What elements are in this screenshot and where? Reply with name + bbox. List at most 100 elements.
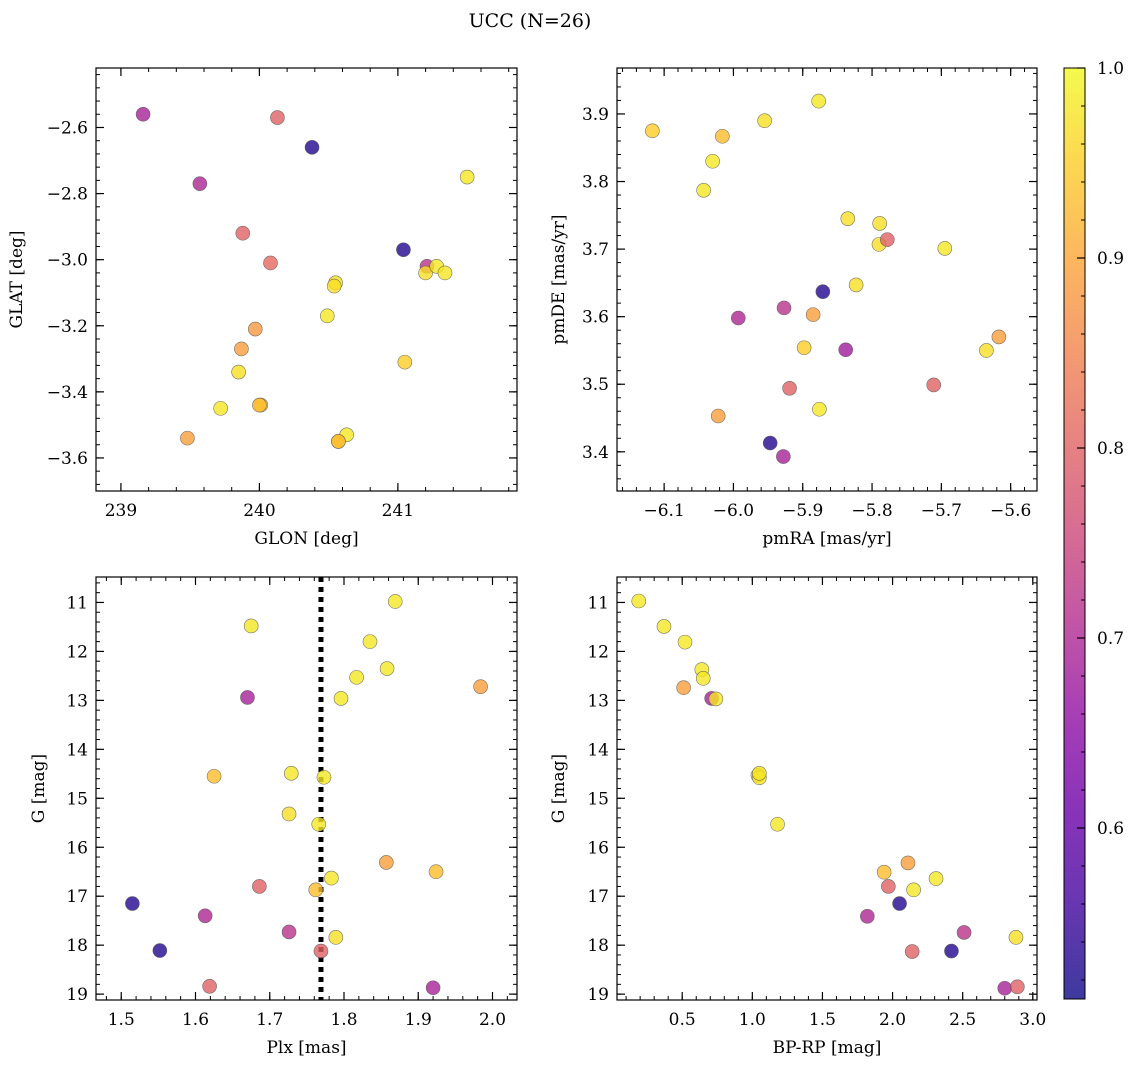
y-axis-label: G [mag]	[29, 754, 49, 823]
x-tick-label: 2.0	[479, 1010, 506, 1030]
data-point	[283, 766, 299, 781]
x-tick-label: 3.0	[1019, 1010, 1046, 1030]
data-point	[904, 944, 920, 959]
data-point	[695, 671, 711, 686]
x-axis-label: pmRA [mas/yr]	[762, 529, 891, 549]
data-point	[231, 364, 246, 380]
data-point	[676, 680, 691, 695]
data-point	[677, 634, 693, 650]
data-point	[397, 354, 413, 370]
data-point	[879, 232, 895, 247]
data-point	[872, 216, 887, 231]
panel-glon-glat: 239 240 241 −3.6 −3.4 −3.2 −3.0 −2.8 −2.6 GLON [d…	[7, 67, 518, 549]
data-point	[645, 123, 660, 139]
x-tick-label: 1.0	[739, 1010, 766, 1030]
x-tick-label: −5.8	[851, 501, 892, 521]
data-point	[776, 449, 791, 464]
data-point	[459, 169, 475, 185]
data-point	[311, 816, 327, 832]
data-point	[235, 225, 251, 241]
data-point	[776, 300, 792, 316]
y-tick-label: 15	[587, 789, 609, 809]
data-point	[796, 340, 812, 356]
data-point	[860, 908, 875, 924]
data-point	[192, 176, 208, 191]
data-point	[892, 896, 907, 911]
y-tick-label: 3.5	[582, 375, 609, 395]
data-point	[324, 870, 339, 886]
colorbar: 0.6 0.7 0.8 0.9 1.0	[1063, 59, 1124, 1000]
y-axis-label: pmDE [mas/yr]	[549, 214, 569, 344]
data-point	[944, 943, 959, 959]
colorbar-tick-label: 0.8	[1097, 439, 1124, 459]
x-tick-label: −6.0	[713, 501, 754, 521]
data-point	[333, 691, 349, 706]
x-tick-label: 2.5	[949, 1010, 976, 1030]
y-tick-label: −3.0	[47, 251, 88, 271]
y-tick-label: 11	[66, 593, 88, 613]
data-point	[197, 908, 213, 924]
y-tick-label: 3.4	[582, 443, 609, 463]
data-point	[937, 241, 953, 256]
x-tick-label: −5.6	[990, 501, 1031, 521]
colorbar-gradient	[1064, 68, 1085, 999]
x-axis-label: BP-RP [mag]	[773, 1038, 882, 1058]
data-point	[979, 343, 994, 358]
x-tick-label: 1.5	[809, 1010, 836, 1030]
data-point	[708, 691, 724, 707]
data-point	[326, 278, 342, 294]
y-tick-label: 3.9	[582, 105, 609, 125]
y-tick-label: 12	[587, 642, 609, 662]
data-point	[1010, 979, 1025, 995]
data-point	[313, 943, 329, 959]
data-point	[125, 896, 140, 911]
data-point	[379, 855, 394, 870]
x-tick-label: 1.9	[405, 1010, 432, 1030]
data-point	[252, 397, 267, 413]
data-point	[881, 879, 896, 894]
data-point	[696, 183, 711, 198]
data-point	[263, 255, 278, 271]
data-point	[387, 594, 403, 609]
data-point	[270, 110, 285, 125]
data-point	[362, 634, 378, 649]
data-point	[1008, 930, 1024, 945]
data-point	[473, 679, 488, 694]
data-point	[762, 435, 778, 451]
y-tick-label: 3.8	[582, 173, 609, 193]
data-point	[437, 265, 453, 281]
data-point	[252, 879, 267, 894]
axes-frame	[616, 576, 1038, 1001]
x-tick-label: 1.7	[256, 1010, 283, 1030]
data-point	[838, 342, 854, 358]
data-point	[991, 329, 1007, 345]
data-point	[752, 766, 767, 781]
y-tick-label: 15	[66, 789, 88, 809]
data-point	[418, 265, 433, 281]
y-tick-label: 12	[66, 642, 88, 662]
data-point	[202, 978, 217, 994]
y-axis-label: GLAT [deg]	[7, 230, 27, 328]
y-tick-label: 16	[66, 838, 88, 858]
data-point	[956, 925, 972, 940]
y-tick-label: 11	[587, 593, 609, 613]
data-point	[349, 670, 364, 685]
x-axis-label: GLON [deg]	[254, 529, 358, 549]
y-tick-label: 17	[66, 887, 88, 907]
data-point	[805, 307, 821, 322]
data-point	[715, 128, 730, 144]
y-tick-label: −3.4	[47, 383, 88, 403]
data-point	[631, 593, 647, 609]
data-point	[180, 430, 195, 446]
y-tick-label: −3.2	[47, 317, 88, 337]
colorbar-tick-label: 1.0	[1097, 59, 1124, 79]
x-tick-label: 1.8	[330, 1010, 357, 1030]
data-point	[997, 980, 1013, 996]
y-tick-label: −2.6	[47, 118, 88, 138]
x-axis-label: Plx [mas]	[266, 1038, 346, 1058]
y-tick-label: 3.7	[582, 240, 609, 260]
x-tick-label: 239	[105, 501, 137, 521]
data-point	[328, 930, 344, 945]
y-tick-label: −2.8	[47, 185, 88, 205]
